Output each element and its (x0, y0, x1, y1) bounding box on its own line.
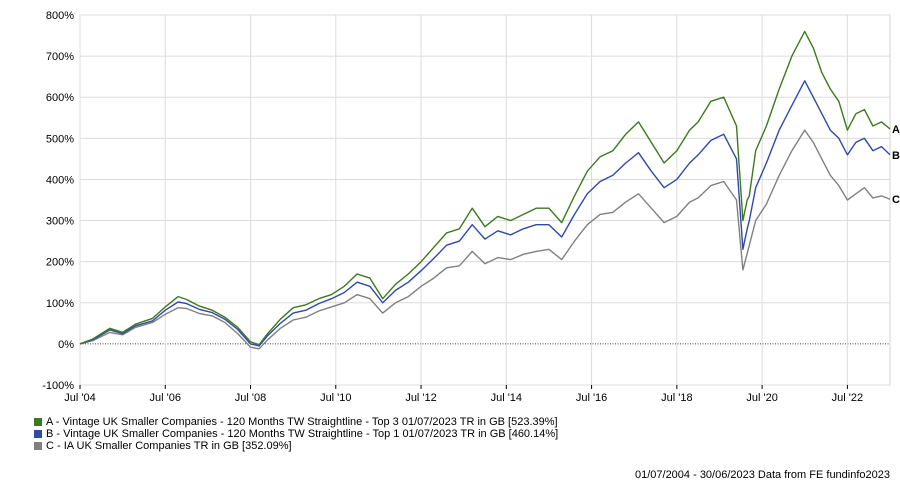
x-tick-label: Jul '08 (235, 392, 266, 404)
y-tick-label: 400% (46, 174, 74, 186)
legend-item-b: B - Vintage UK Smaller Companies - 120 M… (34, 428, 558, 440)
y-tick-label: 200% (46, 257, 74, 269)
series-end-label-c: C (892, 194, 900, 206)
y-tick-label: 600% (46, 92, 74, 104)
legend-label-a: A - Vintage UK Smaller Companies - 120 M… (46, 416, 558, 428)
y-tick-label: 700% (46, 51, 74, 63)
x-tick-label: Jul '20 (746, 392, 777, 404)
x-tick-label: Jul '10 (320, 392, 351, 404)
legend-label-b: B - Vintage UK Smaller Companies - 120 M… (46, 428, 559, 440)
y-tick-label: 300% (46, 216, 74, 228)
legend-swatch-c (34, 442, 42, 450)
axes: -100% 0% 100% 200% 300% 400% 500% 600% 700% 800% J… (42, 10, 863, 404)
grid (79, 14, 891, 386)
y-tick-label: 100% (46, 298, 74, 310)
series-line-a (79, 30, 891, 346)
x-tick-label: Jul '06 (150, 392, 181, 404)
legend-swatch-b (34, 430, 42, 438)
y-tick-label: 500% (46, 133, 74, 145)
series-end-label-b: B (892, 150, 900, 162)
legend-item-c: C - IA UK Smaller Companies TR in GB [35… (34, 440, 558, 452)
x-tick-label: Jul '16 (576, 392, 607, 404)
legend-label-c: C - IA UK Smaller Companies TR in GB [35… (46, 440, 292, 452)
series-lines (79, 30, 891, 350)
chart: -100% 0% 100% 200% 300% 400% 500% 600% 700% 800% J… (42, 10, 900, 404)
series-line-c (79, 129, 891, 350)
legend-swatch-a (34, 418, 42, 426)
x-tick-label: Jul '22 (832, 392, 863, 404)
legend: A - Vintage UK Smaller Companies - 120 M… (34, 416, 558, 452)
source-footer: 01/07/2004 - 30/06/2023 Data from FE fun… (634, 469, 890, 481)
x-tick-label: Jul '18 (661, 392, 692, 404)
y-tick-label: 0% (58, 339, 74, 351)
x-tick-label: Jul '14 (491, 392, 522, 404)
x-tick-label: Jul '12 (405, 392, 436, 404)
series-end-labels: A B C (892, 124, 900, 206)
y-tick-label: -100% (42, 380, 74, 392)
legend-item-a: A - Vintage UK Smaller Companies - 120 M… (34, 416, 558, 428)
y-tick-label: 800% (46, 10, 74, 22)
series-end-label-a: A (892, 124, 900, 136)
series-line-b (79, 80, 891, 347)
x-tick-label: Jul '04 (64, 392, 95, 404)
